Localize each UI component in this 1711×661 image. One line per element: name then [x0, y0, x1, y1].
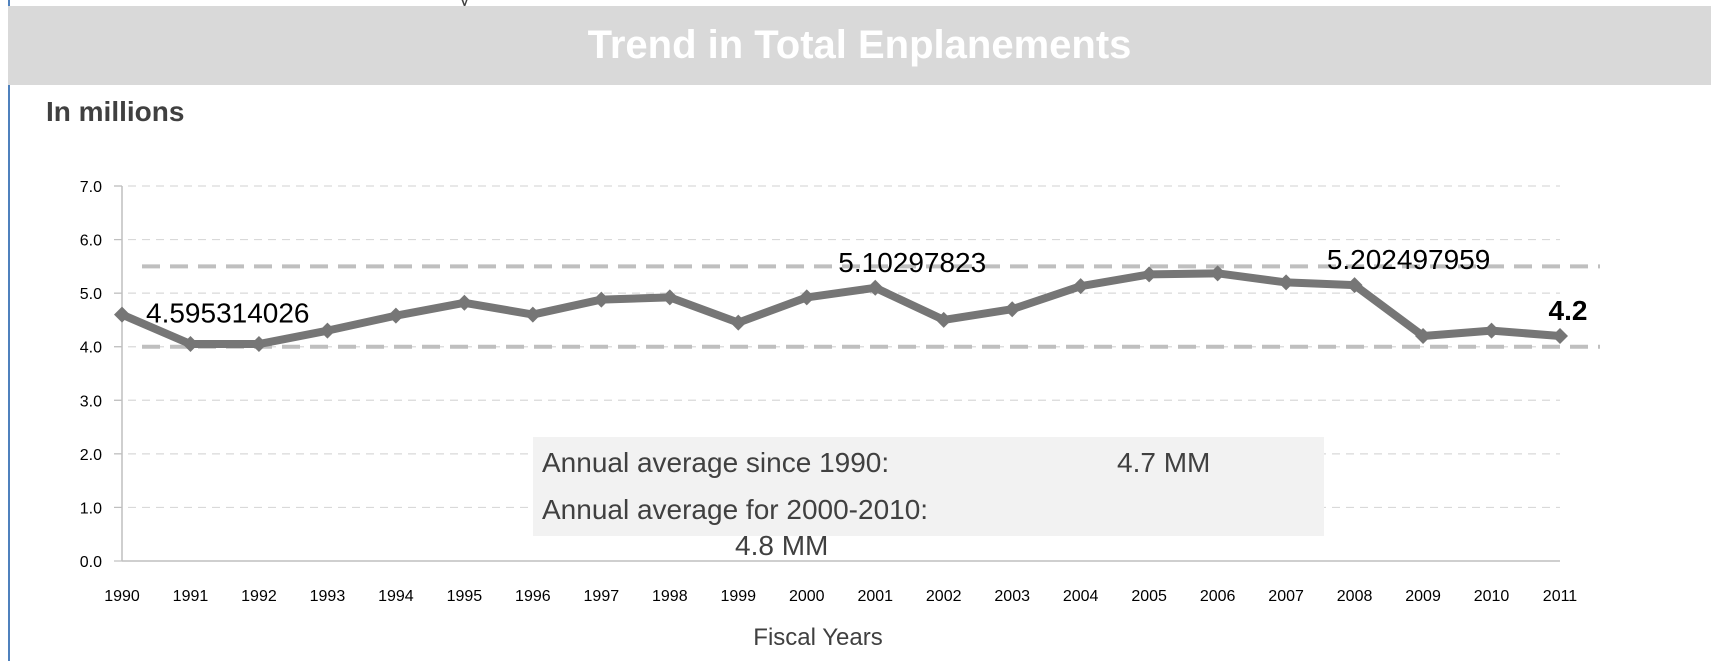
- y-tick-label: 2.0: [80, 447, 102, 464]
- data-point-marker: [456, 294, 473, 311]
- x-tick-label: 2000: [789, 588, 825, 605]
- data-point-marker: [250, 336, 267, 353]
- x-tick-label: 1996: [515, 588, 551, 605]
- title-bar: Trend in Total Enplanements: [8, 6, 1711, 85]
- y-tick-label: 4.0: [80, 340, 102, 357]
- data-point-marker: [798, 289, 815, 306]
- x-tick-label: 2009: [1405, 588, 1441, 605]
- data-label: 5.202497959: [1327, 244, 1491, 275]
- data-point-marker: [1004, 301, 1021, 318]
- x-tick-label: 2008: [1337, 588, 1373, 605]
- data-point-marker: [661, 289, 678, 306]
- data-point-marker: [935, 311, 952, 328]
- series-line: [118, 269, 1564, 349]
- data-point-marker: [1552, 328, 1568, 344]
- x-tick-label: 1997: [584, 588, 620, 605]
- data-point-marker: [730, 314, 747, 331]
- x-tick-label: 2011: [1543, 588, 1578, 605]
- x-tick-label: 2007: [1268, 588, 1304, 605]
- annotation-since-1990-value: 4.7 MM: [1117, 447, 1210, 478]
- x-tick-label: 2006: [1200, 588, 1236, 605]
- data-point-marker: [387, 307, 404, 324]
- data-point-marker: [1209, 265, 1226, 282]
- x-tick-label: 2005: [1131, 588, 1167, 605]
- x-tick-label: 1998: [652, 588, 688, 605]
- annotation-box: [533, 437, 1324, 536]
- y-tick-label: 3.0: [80, 393, 102, 410]
- x-tick-label: 1990: [104, 588, 140, 605]
- x-tick-label: 1995: [447, 588, 483, 605]
- data-point-marker: [182, 336, 199, 353]
- annotation-2000-2010-label: Annual average for 2000-2010:: [542, 494, 928, 525]
- x-tick-label: 1999: [720, 588, 756, 605]
- x-tick-label: 1991: [173, 588, 209, 605]
- x-tick-label: 1992: [241, 588, 277, 605]
- data-label: 5.10297823: [838, 247, 986, 278]
- top-edge-fragment: y: [460, 0, 469, 10]
- x-tick-label: 2003: [994, 588, 1030, 605]
- data-point-marker: [524, 306, 541, 323]
- data-point-marker: [1072, 278, 1089, 295]
- y-tick-label: 1.0: [80, 500, 102, 517]
- data-point-marker: [1346, 277, 1363, 294]
- data-point-marker: [1415, 328, 1432, 344]
- data-point-marker: [319, 322, 336, 339]
- y-tick-label: 5.0: [80, 286, 102, 303]
- data-point-marker: [114, 306, 130, 323]
- data-label: 4.2: [1549, 295, 1588, 326]
- annotation-2000-2010-value: 4.8 MM: [735, 530, 828, 561]
- data-point-marker: [593, 291, 610, 308]
- chart-title: Trend in Total Enplanements: [587, 23, 1132, 67]
- data-point-marker: [1141, 266, 1158, 283]
- y-tick-label: 6.0: [80, 233, 102, 250]
- data-label: 4.595314026: [146, 298, 310, 329]
- y-tick-label: 0.0: [80, 554, 102, 571]
- x-axis-title: Fiscal Years: [753, 624, 882, 651]
- x-tick-label: 2004: [1063, 588, 1099, 605]
- x-tick-label: 1994: [378, 588, 414, 605]
- x-tick-label: 1993: [310, 588, 346, 605]
- data-point-marker: [1278, 274, 1295, 291]
- data-point-marker: [867, 279, 884, 296]
- annotation-since-1990-label: Annual average since 1990:: [542, 447, 889, 478]
- x-tick-label: 2010: [1474, 588, 1510, 605]
- y-tick-label: 7.0: [80, 179, 102, 196]
- units-label: In millions: [46, 96, 185, 127]
- page-frame: [8, 0, 1711, 661]
- data-point-marker: [1483, 322, 1500, 339]
- x-tick-label: 2001: [857, 588, 893, 605]
- x-tick-label: 2002: [926, 588, 962, 605]
